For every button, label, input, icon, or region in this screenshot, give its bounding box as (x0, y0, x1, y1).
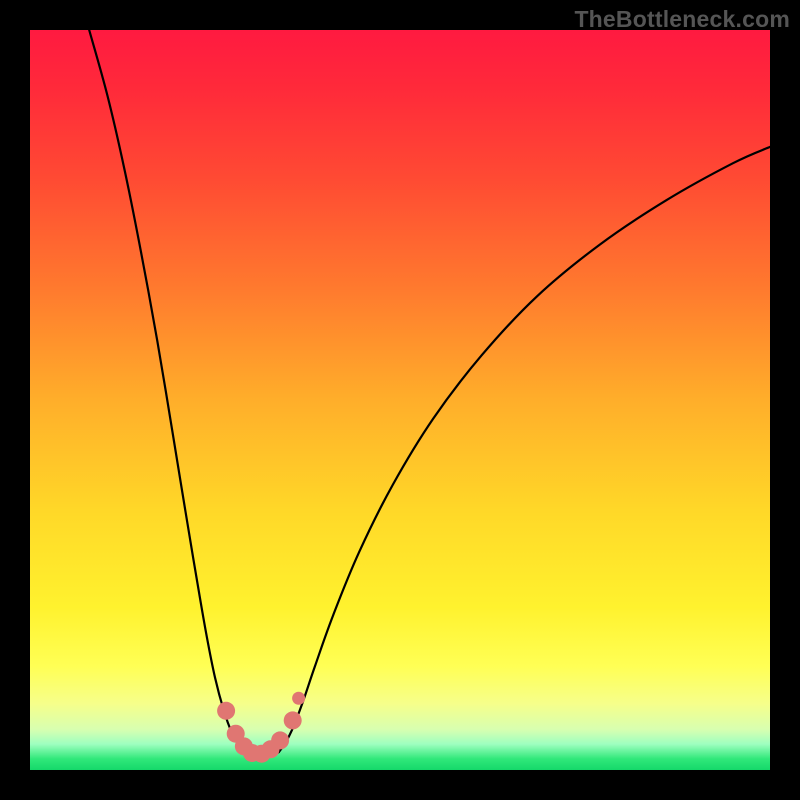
data-point-marker (271, 731, 289, 749)
curve-left-branch (89, 30, 246, 752)
data-point-marker (217, 702, 235, 720)
chart-frame: TheBottleneck.com (0, 0, 800, 800)
data-point-marker (284, 711, 302, 729)
chart-svg (0, 0, 800, 800)
data-point-marker-small (292, 692, 305, 705)
curve-right-branch (279, 147, 770, 752)
